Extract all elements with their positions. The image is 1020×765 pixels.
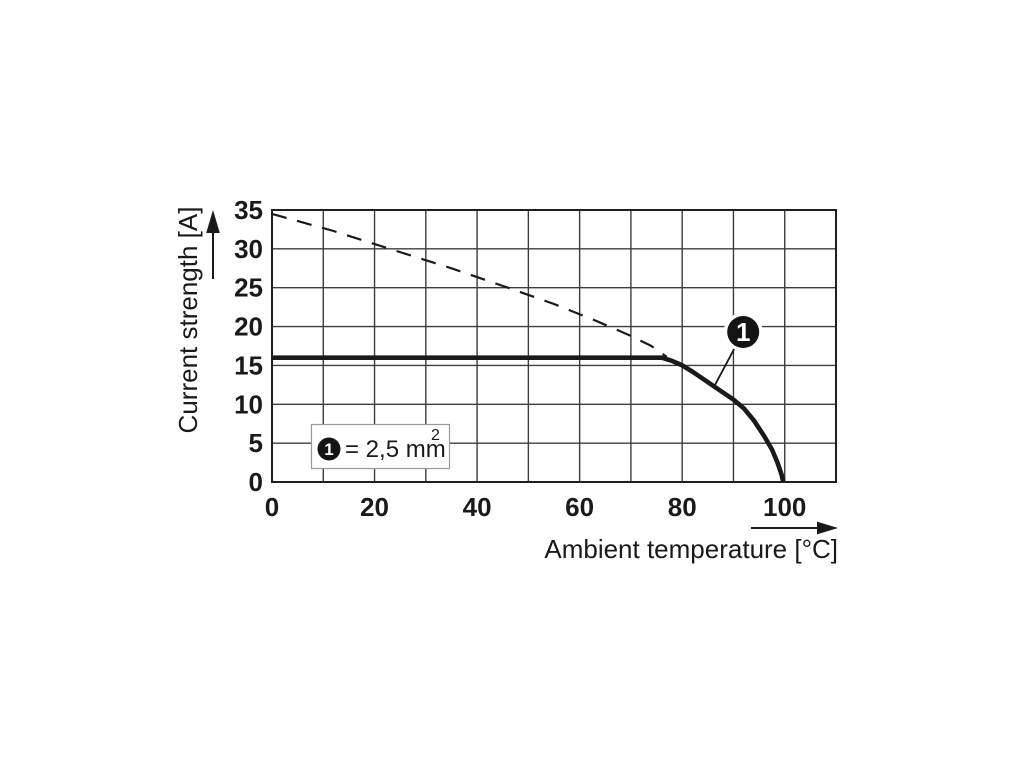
- series-derating-curve-2p5mm2: [272, 355, 786, 483]
- y-tick-label: 15: [234, 350, 263, 380]
- series-group: [271, 212, 786, 483]
- callout-label: 1: [736, 317, 750, 347]
- y-axis-arrow-icon: [206, 210, 220, 279]
- x-tick-label: 20: [360, 492, 389, 522]
- legend-text: = 2,5 mm: [345, 436, 446, 463]
- callout: 1: [714, 312, 763, 386]
- legend-marker-circle-icon: [317, 437, 341, 461]
- y-tick-label: 30: [234, 234, 263, 264]
- callout-leader-line: [714, 345, 737, 386]
- x-tick-label: 100: [763, 492, 806, 522]
- x-axis-arrow-icon: [751, 521, 838, 535]
- x-axis-arrow-head: [817, 521, 838, 535]
- y-axis-arrow-head: [206, 210, 220, 233]
- x-tick-label: 40: [463, 492, 492, 522]
- series-reference-line-dashed: [271, 212, 668, 358]
- x-tick-label: 80: [668, 492, 697, 522]
- legend-superscript: 2: [431, 427, 440, 444]
- x-tick-label: 0: [265, 492, 279, 522]
- y-axis-tick-labels: 0 5 10 15 20 25 30 35: [234, 195, 263, 497]
- y-tick-label: 5: [249, 428, 263, 458]
- y-tick-label: 20: [234, 312, 263, 342]
- y-tick-label: 35: [234, 195, 263, 225]
- y-tick-label: 0: [249, 467, 263, 497]
- y-tick-label: 25: [234, 273, 263, 303]
- plot-border: [271, 209, 837, 483]
- y-tick-label: 10: [234, 389, 263, 419]
- callout-circle-icon: [727, 316, 760, 348]
- x-axis-title: Ambient temperature [°C]: [544, 534, 838, 564]
- x-tick-label: 60: [565, 492, 594, 522]
- x-axis-tick-labels: 0 20 40 60 80 100: [265, 492, 807, 522]
- legend: 1 = 2,5 mm 2: [310, 423, 451, 470]
- legend-marker-label: 1: [324, 440, 333, 459]
- y-axis-title: Current strength [A]: [173, 207, 203, 434]
